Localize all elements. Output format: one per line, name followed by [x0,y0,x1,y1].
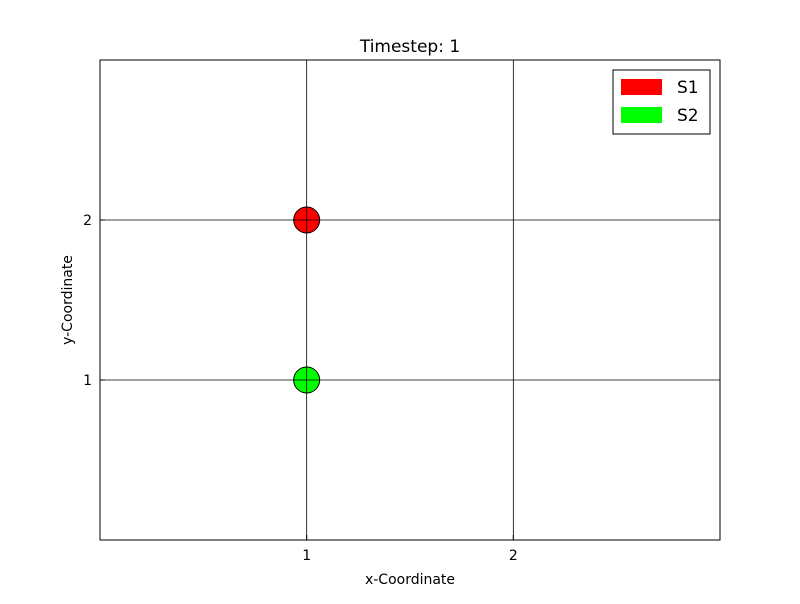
chart-title: Timestep: 1 [359,37,460,57]
legend-swatch-s2 [621,107,662,123]
legend-label-s1: S1 [677,78,699,98]
plot-frame [99,59,721,541]
gridlines [100,60,720,540]
y-axis-label: y-Coordinate [60,255,76,345]
plot-area [100,60,720,540]
y-tick-label: 2 [83,213,92,229]
legend-swatch-s1 [621,79,662,95]
x-tick-label: 1 [302,548,311,564]
legend: S1 S2 [612,69,711,135]
legend-label-s2: S2 [677,106,699,126]
x-axis-label: x-Coordinate [365,572,455,588]
y-tick-label: 1 [83,373,92,389]
data-points [293,206,321,394]
x-tick-label: 2 [509,548,518,564]
axis-ticks: 1 2 1 2 [83,213,518,564]
